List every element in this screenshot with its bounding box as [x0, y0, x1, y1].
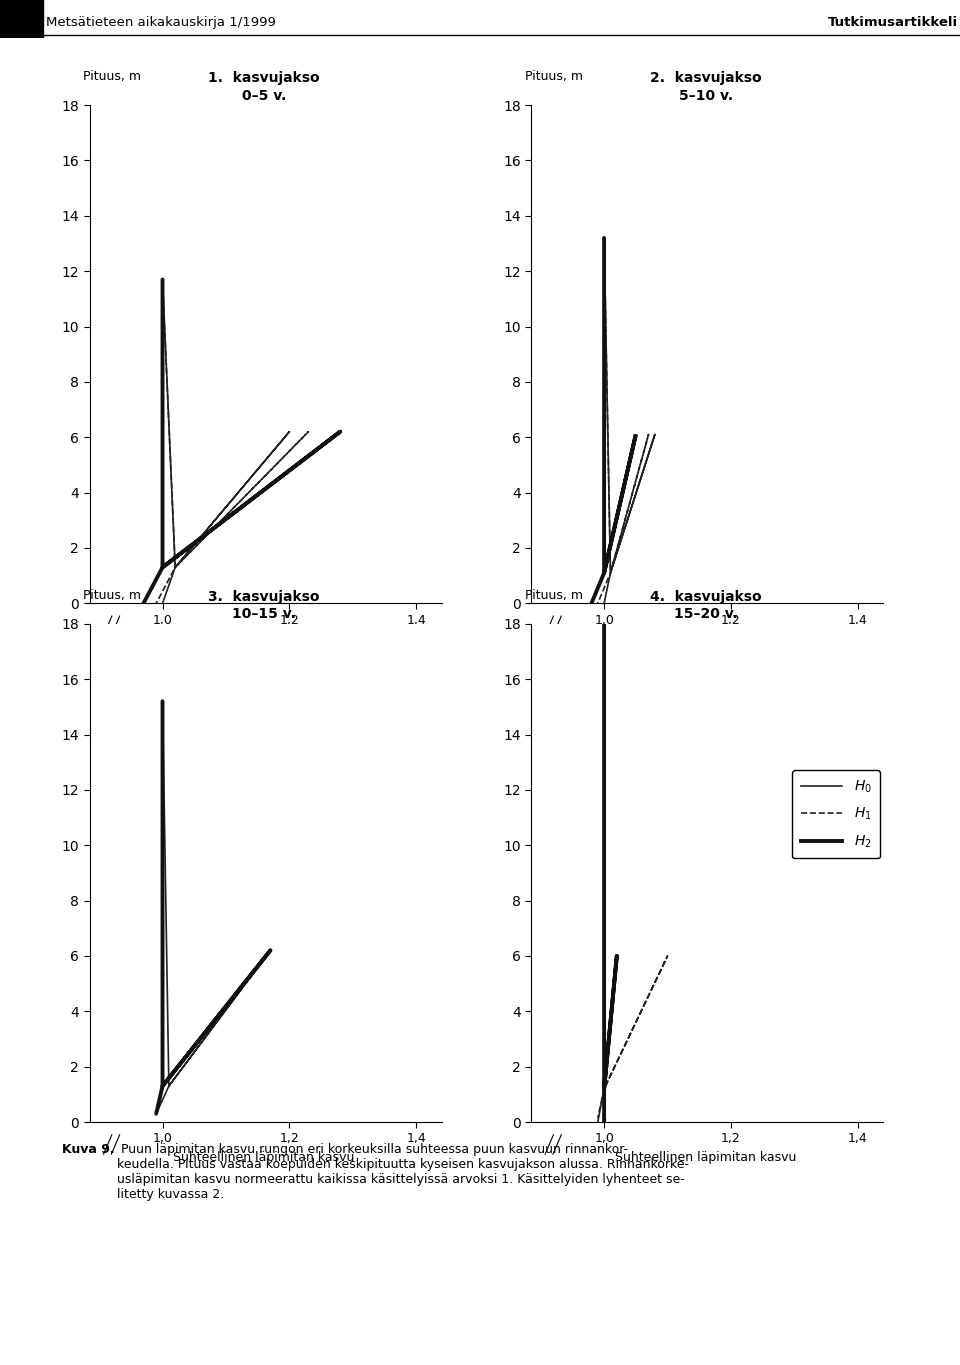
Text: Pituus, m: Pituus, m: [84, 70, 141, 83]
X-axis label: Suhteellinen läpimitan kasvu: Suhteellinen läpimitan kasvu: [174, 1151, 354, 1164]
Text: Metsätieteen aikakauskirja 1/1999: Metsätieteen aikakauskirja 1/1999: [46, 15, 276, 29]
Title: 3.  kasvujakso
10–15 v.: 3. kasvujakso 10–15 v.: [208, 590, 320, 621]
Text: Puun läpimitan kasvu rungon eri korkeuksilla suhteessa puun kasvuun rinnankor-
k: Puun läpimitan kasvu rungon eri korkeuks…: [117, 1143, 689, 1200]
Legend: $H_0$, $H_1$, $H_2$: $H_0$, $H_1$, $H_2$: [792, 770, 879, 859]
X-axis label: Suhteellinen läpimitan kasvu: Suhteellinen läpimitan kasvu: [615, 1151, 796, 1164]
Title: 1.  kasvujakso
0–5 v.: 1. kasvujakso 0–5 v.: [208, 71, 320, 102]
Title: 2.  kasvujakso
5–10 v.: 2. kasvujakso 5–10 v.: [650, 71, 761, 102]
Text: Pituus, m: Pituus, m: [84, 588, 141, 602]
Text: Pituus, m: Pituus, m: [525, 588, 583, 602]
Text: Kuva 9.: Kuva 9.: [62, 1143, 115, 1156]
Text: Tutkimusartikkeli: Tutkimusartikkeli: [828, 15, 958, 29]
Title: 4.  kasvujakso
15–20 v.: 4. kasvujakso 15–20 v.: [650, 590, 761, 621]
Bar: [0, 0, 43, 38]
Text: Pituus, m: Pituus, m: [525, 70, 583, 83]
